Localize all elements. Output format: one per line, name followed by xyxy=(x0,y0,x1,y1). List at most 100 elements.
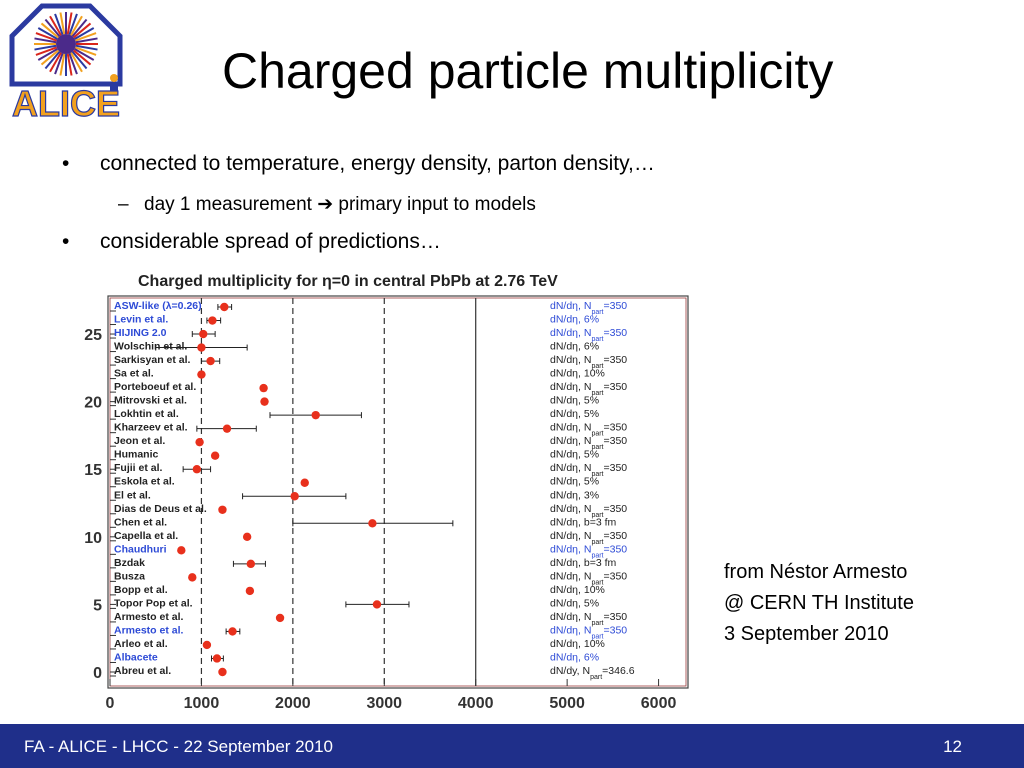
condition-value: =350 xyxy=(604,611,628,623)
bullet-2-symbol: • xyxy=(62,230,70,253)
data-point xyxy=(311,410,320,420)
model-condition: dN/dη, Npart=350 xyxy=(550,300,627,316)
condition-subscript: part xyxy=(591,444,603,451)
condition-subscript: part xyxy=(591,363,603,370)
bullet-1: • connected to temperature, energy densit… xyxy=(62,152,655,176)
model-condition: dN/dη, Npart=350 xyxy=(550,422,627,438)
condition-subscript: part xyxy=(591,336,603,343)
model-label: Lokhtin et al. xyxy=(114,408,179,420)
logo-ray xyxy=(59,53,66,76)
condition-text: dN/dη, 10% xyxy=(550,584,605,596)
data-point xyxy=(197,370,206,379)
model-condition: dN/dη, Npart=350 xyxy=(550,530,627,546)
data-point xyxy=(188,573,197,582)
logo-ray xyxy=(70,15,83,36)
condition-subscript: part xyxy=(591,579,603,586)
y-tick-label: 15 xyxy=(84,462,102,479)
logo-ray xyxy=(59,12,66,35)
logo-ray xyxy=(34,44,57,51)
condition-text: dN/dη, N xyxy=(550,624,591,636)
condition-text: dN/dη, N xyxy=(550,435,591,447)
condition-text: dN/dη, 10% xyxy=(550,368,605,380)
y-tick-label: 0 xyxy=(93,665,102,682)
condition-text: dN/dη, 10% xyxy=(550,638,605,650)
data-point xyxy=(199,329,208,339)
sub-bullet-1: – day 1 measurement ➔ primary input to mo… xyxy=(118,193,536,216)
logo-ray xyxy=(35,46,57,56)
condition-subscript: part xyxy=(591,309,603,316)
logo-ray xyxy=(40,49,59,66)
condition-text: dN/dη, 5% xyxy=(550,476,599,488)
data-point xyxy=(192,465,202,474)
slide-title: Charged particle multiplicity xyxy=(222,43,834,99)
condition-text: dN/dη, N xyxy=(550,300,591,312)
bullet-1-symbol: • xyxy=(62,152,70,175)
model-label: Jeon et al. xyxy=(114,435,165,447)
model-condition: dN/dη, 5% xyxy=(550,395,599,407)
logo-ray xyxy=(73,22,92,39)
logo-ray xyxy=(35,32,57,42)
condition-value: =350 xyxy=(604,422,628,434)
y-tick-label: 20 xyxy=(84,395,102,412)
data-point xyxy=(212,654,222,663)
condition-subscript: part xyxy=(591,539,603,546)
condition-subscript: part xyxy=(591,431,603,438)
logo-ray xyxy=(49,15,62,36)
bullet-2-text: considerable spread of predictions… xyxy=(100,230,441,253)
condition-text: dN/dη, b=3 fm xyxy=(550,557,616,569)
condition-subscript: part xyxy=(591,620,603,627)
condition-text: dN/dη, 6% xyxy=(550,314,599,326)
logo-ray xyxy=(34,37,57,44)
condition-value: =350 xyxy=(604,300,628,312)
model-label: Capella et al. xyxy=(114,530,178,542)
logo-ray xyxy=(54,53,64,75)
condition-text: dN/dη, 5% xyxy=(550,395,599,407)
logo-figure xyxy=(110,74,118,94)
condition-subscript: part xyxy=(590,674,602,681)
model-label: Sarkisyan et al. xyxy=(114,354,191,366)
data-point xyxy=(177,546,186,555)
data-point xyxy=(275,613,285,623)
credit-line-1: from Néstor Armesto xyxy=(724,561,908,583)
credit-note: from Néstor Armesto @ CERN TH Institute … xyxy=(724,557,914,650)
condition-text: dN/dη, N xyxy=(550,422,591,434)
logo-text: ALICE xyxy=(12,83,120,122)
model-label: Abreu et al. xyxy=(114,665,171,677)
condition-value: =350 xyxy=(604,435,628,447)
footer-bar: FA - ALICE - LHCC - 22 September 2010 12 xyxy=(0,724,1024,768)
condition-text: dN/dη, 3% xyxy=(550,489,599,501)
model-condition: dN/dη, Npart=350 xyxy=(550,462,627,478)
alice-logo: ALICE xyxy=(9,3,123,122)
condition-value: =346.6 xyxy=(602,665,635,677)
logo-ray xyxy=(44,51,61,70)
logo-core xyxy=(56,34,76,54)
logo-ray xyxy=(71,18,88,37)
logo-ray xyxy=(66,53,73,76)
model-condition: dN/dη, 10% xyxy=(550,368,605,380)
condition-value: =350 xyxy=(604,570,628,582)
model-condition: dN/dη, Npart=350 xyxy=(550,611,627,627)
model-label: Chen et al. xyxy=(114,516,167,528)
model-label: Wolschin et al. xyxy=(114,341,187,353)
sub-bullet-1-text: day 1 measurement ➔ primary input to mod… xyxy=(144,194,536,215)
model-condition: dN/dη, 5% xyxy=(550,476,599,488)
x-tick-label: 3000 xyxy=(366,695,402,712)
condition-text: dN/dη, N xyxy=(550,462,591,474)
model-label: Albacete xyxy=(114,651,158,663)
condition-value: =350 xyxy=(604,624,628,636)
model-label: El et al. xyxy=(114,489,151,501)
condition-text: dN/dη, N xyxy=(550,570,591,582)
condition-subscript: part xyxy=(591,552,603,559)
model-condition: dN/dη, b=3 fm xyxy=(550,516,616,528)
condition-subscript: part xyxy=(591,512,603,519)
condition-value: =350 xyxy=(604,327,628,339)
model-condition: dN/dη, 10% xyxy=(550,638,605,650)
model-condition: dN/dy, Npart=346.6 xyxy=(550,665,635,681)
logo-ray xyxy=(37,48,58,61)
x-tick-label: 0 xyxy=(106,695,115,712)
logo-ray xyxy=(75,37,98,44)
condition-value: =350 xyxy=(604,543,628,555)
page-number: 12 xyxy=(943,737,962,756)
credit-line-3: 3 September 2010 xyxy=(724,623,889,645)
data-point xyxy=(372,600,382,609)
